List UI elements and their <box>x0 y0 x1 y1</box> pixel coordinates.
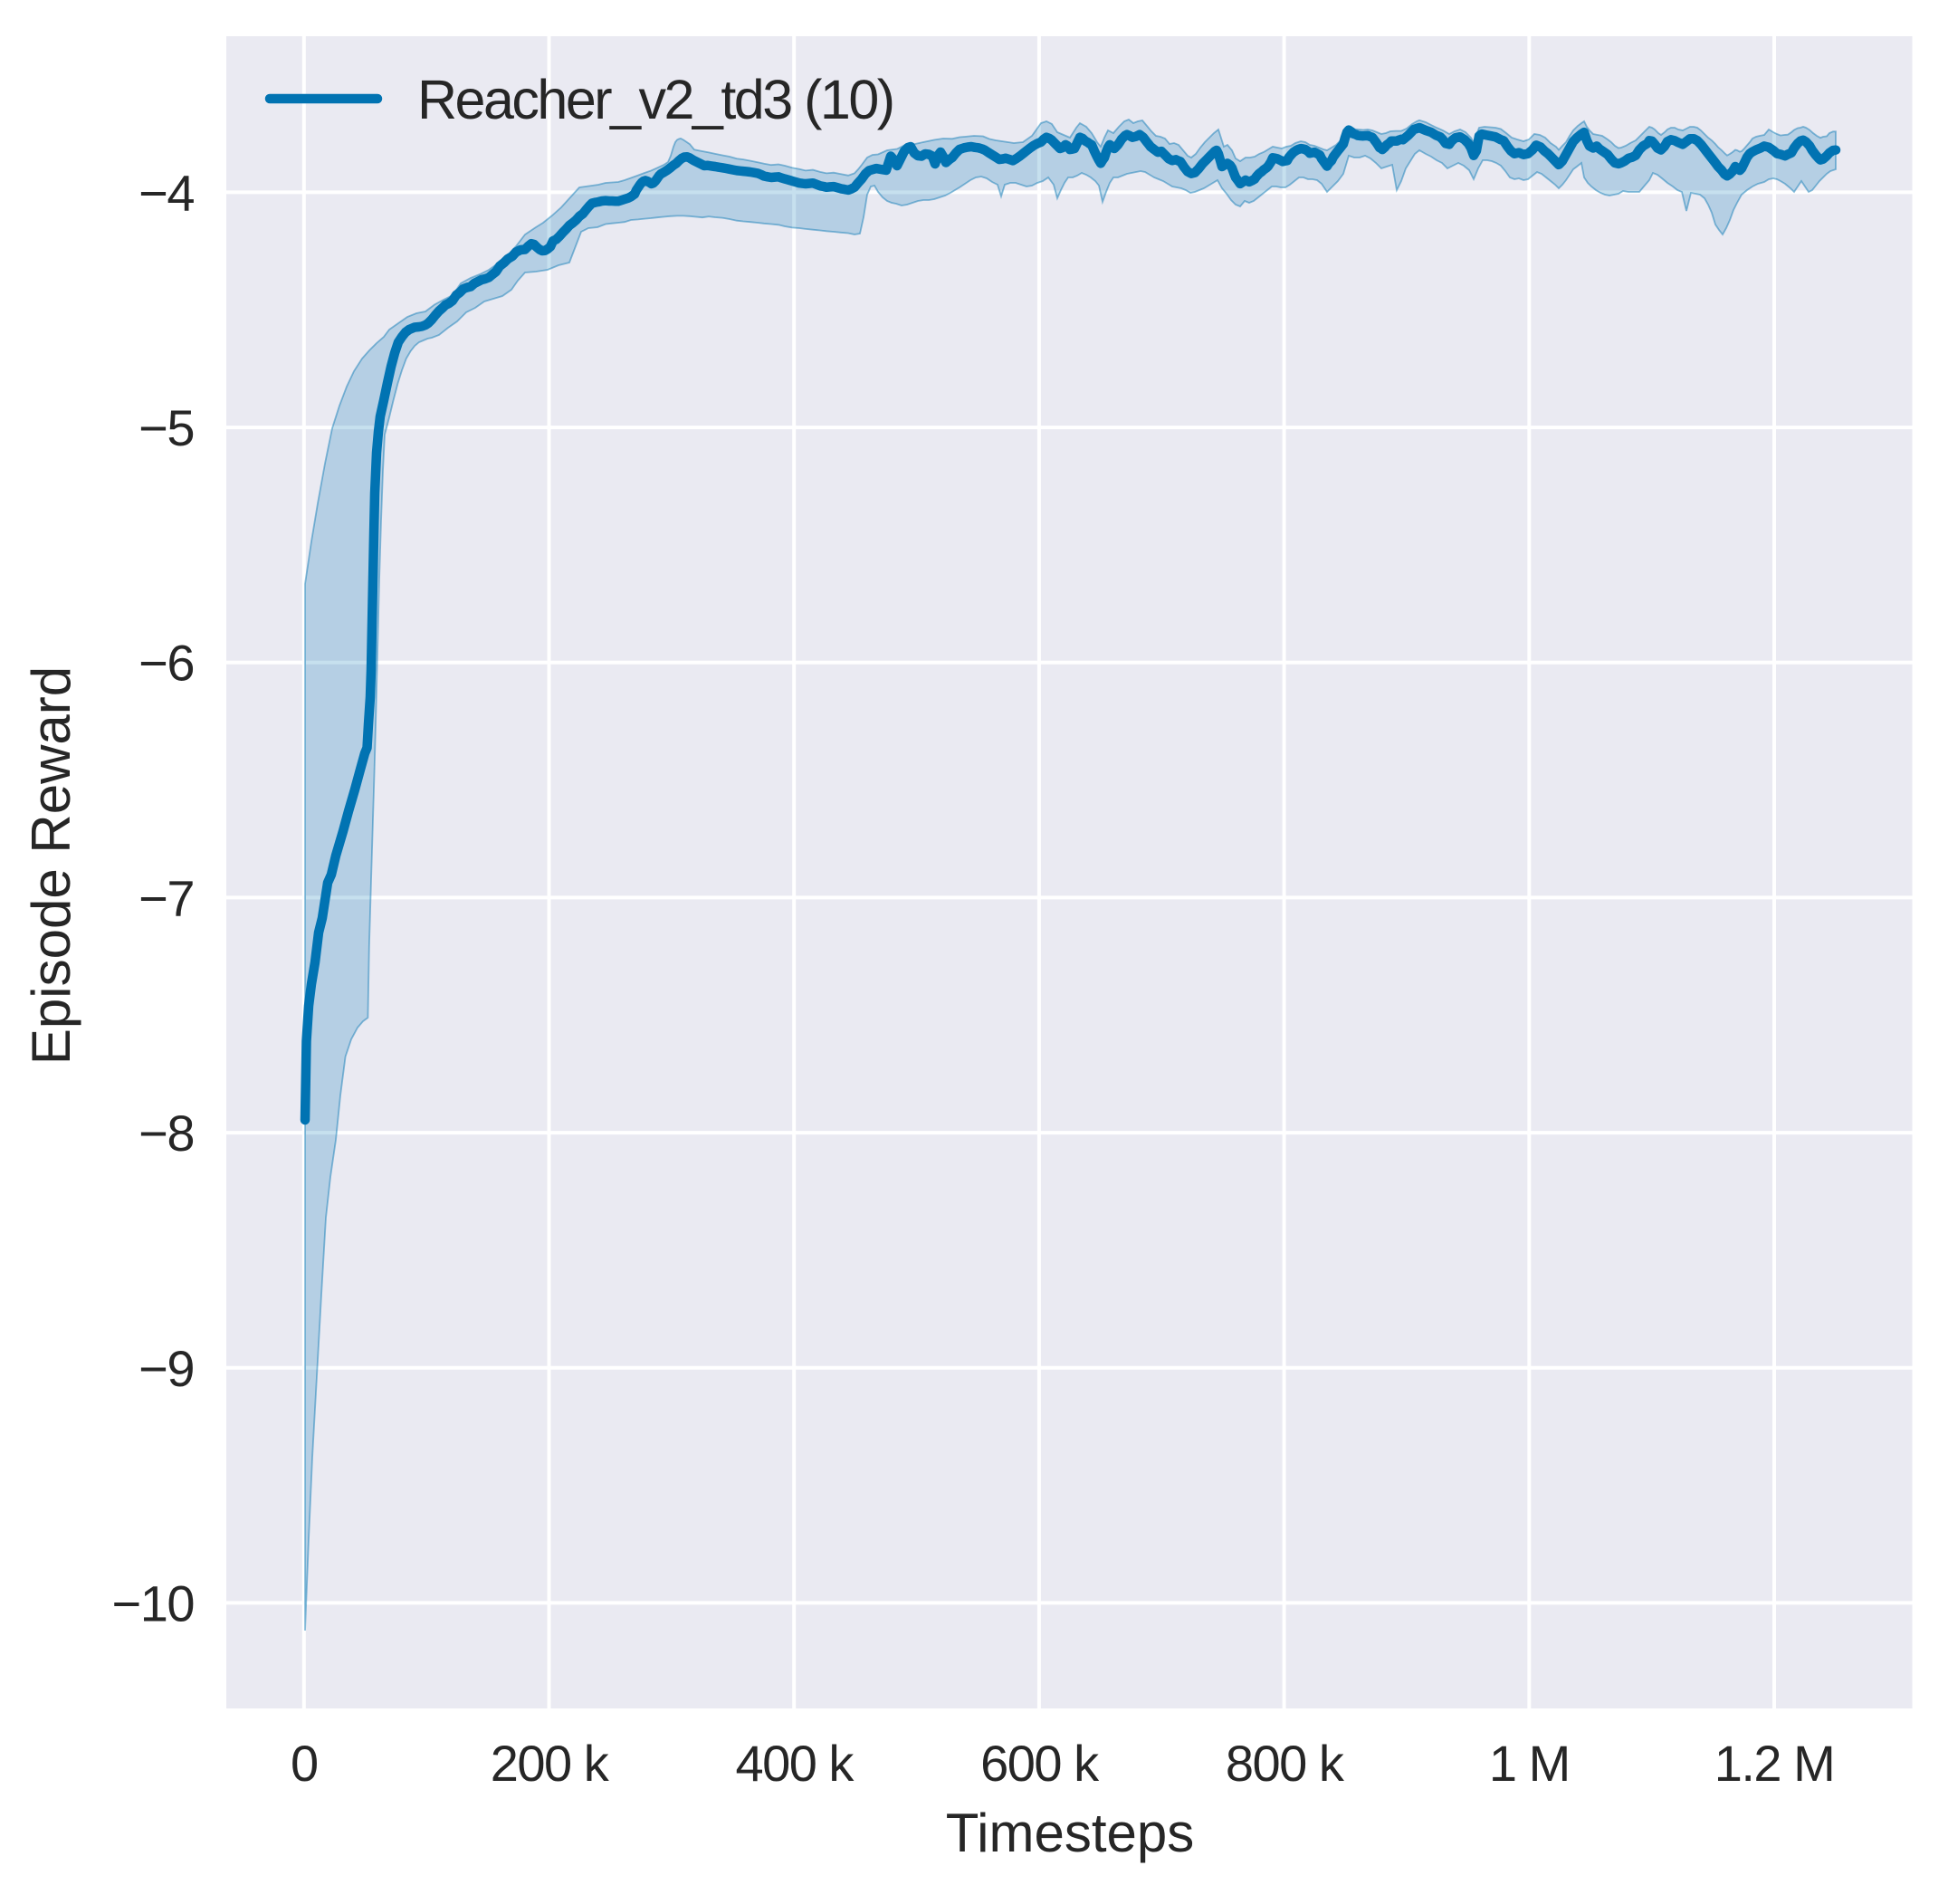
svg-text:600 k: 600 k <box>980 1735 1100 1792</box>
svg-text:−5: −5 <box>138 399 194 456</box>
svg-text:800 k: 800 k <box>1226 1735 1345 1792</box>
svg-text:0: 0 <box>291 1735 318 1792</box>
svg-text:−4: −4 <box>138 164 194 221</box>
svg-text:−7: −7 <box>138 869 194 926</box>
svg-text:1 M: 1 M <box>1489 1735 1570 1792</box>
svg-text:200 k: 200 k <box>491 1735 610 1792</box>
svg-text:400 k: 400 k <box>735 1735 855 1792</box>
svg-text:−9: −9 <box>138 1340 194 1397</box>
svg-text:Timesteps: Timesteps <box>946 1803 1195 1863</box>
svg-text:−6: −6 <box>138 635 194 692</box>
svg-text:−8: −8 <box>138 1105 194 1162</box>
svg-text:Episode Reward: Episode Reward <box>21 666 81 1065</box>
svg-text:−10: −10 <box>112 1574 195 1631</box>
svg-text:Reacher_v2_td3 (10): Reacher_v2_td3 (10) <box>417 69 893 130</box>
svg-text:1.2 M: 1.2 M <box>1714 1735 1835 1792</box>
